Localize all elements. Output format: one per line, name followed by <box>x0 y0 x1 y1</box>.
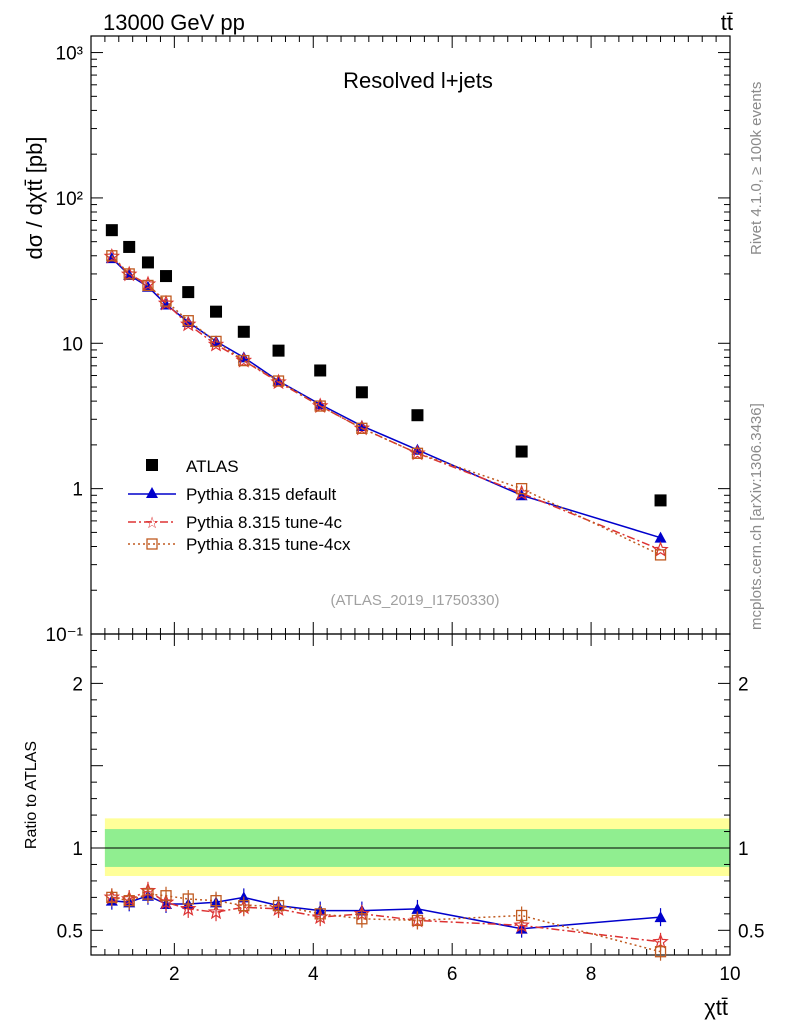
chart-title: Resolved l+jets <box>343 68 493 93</box>
series-3 <box>106 250 667 561</box>
data-point <box>210 305 223 318</box>
ratio-point <box>513 916 530 933</box>
ratio-point <box>160 890 172 902</box>
data-point <box>314 364 327 377</box>
y-tick-label: 10³ <box>56 44 83 65</box>
ratio-point <box>179 900 197 916</box>
ratio-y-tick-label: 1 <box>72 839 83 860</box>
legend-default-label: Pythia 8.315 default <box>186 485 337 504</box>
data-point <box>105 224 118 237</box>
data-point <box>515 482 528 495</box>
data-point <box>411 409 424 422</box>
data-point <box>182 315 194 327</box>
data-point <box>355 386 368 399</box>
data-point <box>142 279 154 292</box>
data-point <box>314 400 326 412</box>
data-point <box>654 531 667 543</box>
y-tick-label: 10 <box>62 334 83 355</box>
data-point <box>654 494 667 507</box>
ratio-y-tick-label-right: 1 <box>738 839 749 860</box>
ratio-y-tick-label: 0.5 <box>57 921 83 942</box>
legend: ATLAS Pythia 8.315 default ☆ Pythia 8.31… <box>128 457 351 554</box>
x-axis-label: χtt̄ <box>704 995 728 1020</box>
data-point <box>210 335 222 348</box>
data-point <box>411 447 424 459</box>
legend-atlas-label: ATLAS <box>186 457 239 476</box>
ratio-point <box>207 903 225 920</box>
ratio-y-tick-label: 2 <box>72 674 83 695</box>
legend-default-marker <box>146 487 158 498</box>
x-tick-label: 4 <box>308 964 319 985</box>
y-tick-label: 10² <box>56 189 83 210</box>
data-point <box>515 445 528 458</box>
data-point <box>160 270 173 283</box>
ratio-line <box>111 893 661 953</box>
ratio-point <box>654 946 667 958</box>
series-line <box>111 255 661 556</box>
ratio-point <box>123 895 135 907</box>
ratio-line <box>111 894 661 930</box>
rivet-label: Rivet 4.1.0, ≥ 100k events <box>748 82 765 255</box>
ratio-y-tick-label-right: 0.5 <box>738 921 764 942</box>
ratio-point <box>142 888 154 900</box>
ratio-point <box>411 902 424 914</box>
ratio-point <box>314 908 326 920</box>
x-tick-label: 8 <box>586 964 597 985</box>
legend-tune4cx-marker <box>146 538 158 550</box>
ratio-point <box>411 914 424 927</box>
data-point <box>141 256 154 269</box>
mcplots-label: mcplots.cern.ch [arXiv:1306.3436] <box>748 403 765 630</box>
data-point <box>272 375 285 387</box>
analysis-id: (ATLAS_2019_I1750330) <box>330 592 499 609</box>
x-tick-label: 10 <box>719 964 740 985</box>
header-process-label: tt̄ <box>721 10 733 35</box>
ratio-frame <box>90 633 731 956</box>
series-line <box>111 256 661 551</box>
data-point <box>123 268 135 280</box>
ratio-point <box>272 899 285 912</box>
data-point <box>652 541 669 557</box>
ratio-y-axis-label: Ratio to ATLAS <box>23 741 40 849</box>
ratio-point <box>238 899 250 912</box>
header-energy-label: 13000 GeV pp <box>103 10 245 35</box>
ratio-point <box>210 895 222 907</box>
data-point <box>272 344 285 357</box>
legend-tune4cx-label: Pythia 8.315 tune-4cx <box>186 535 351 554</box>
ratio-line <box>111 889 661 943</box>
ratio-series-3 <box>106 885 667 961</box>
data-point <box>123 240 136 253</box>
ratio-y-tick-label-right: 2 <box>738 674 749 695</box>
ratio-point <box>182 893 194 905</box>
data-point <box>160 295 172 307</box>
ratio-panel: 2 4 6 8 10 0.5 0.5 1 1 2 2 <box>57 633 764 985</box>
data-point <box>654 549 667 561</box>
ratio-point <box>654 911 667 923</box>
main-panel: 10⁻¹ 1 10 10² 10³ <box>46 35 731 955</box>
data-point <box>106 250 118 262</box>
y-tick-label: 10⁻¹ <box>46 625 84 646</box>
ratio-series-2 <box>103 881 669 951</box>
legend-tune4c-label: Pythia 8.315 tune-4c <box>186 513 342 532</box>
series-0 <box>105 224 667 507</box>
legend-atlas-marker <box>146 459 158 471</box>
ratio-point <box>356 913 368 925</box>
data-point <box>237 325 250 338</box>
legend-tune4c-marker: ☆ <box>145 513 159 532</box>
data-point <box>182 286 195 299</box>
data-point <box>238 354 250 367</box>
y-axis-label: dσ / dχtt̄ [pb] <box>22 137 47 260</box>
x-tick-label: 6 <box>447 964 458 985</box>
x-tick-label: 2 <box>169 964 180 985</box>
y-tick-label: 1 <box>72 480 83 501</box>
data-point <box>356 422 368 434</box>
data-point <box>355 419 368 431</box>
ratio-point <box>106 891 118 904</box>
ratio-point <box>515 909 528 922</box>
